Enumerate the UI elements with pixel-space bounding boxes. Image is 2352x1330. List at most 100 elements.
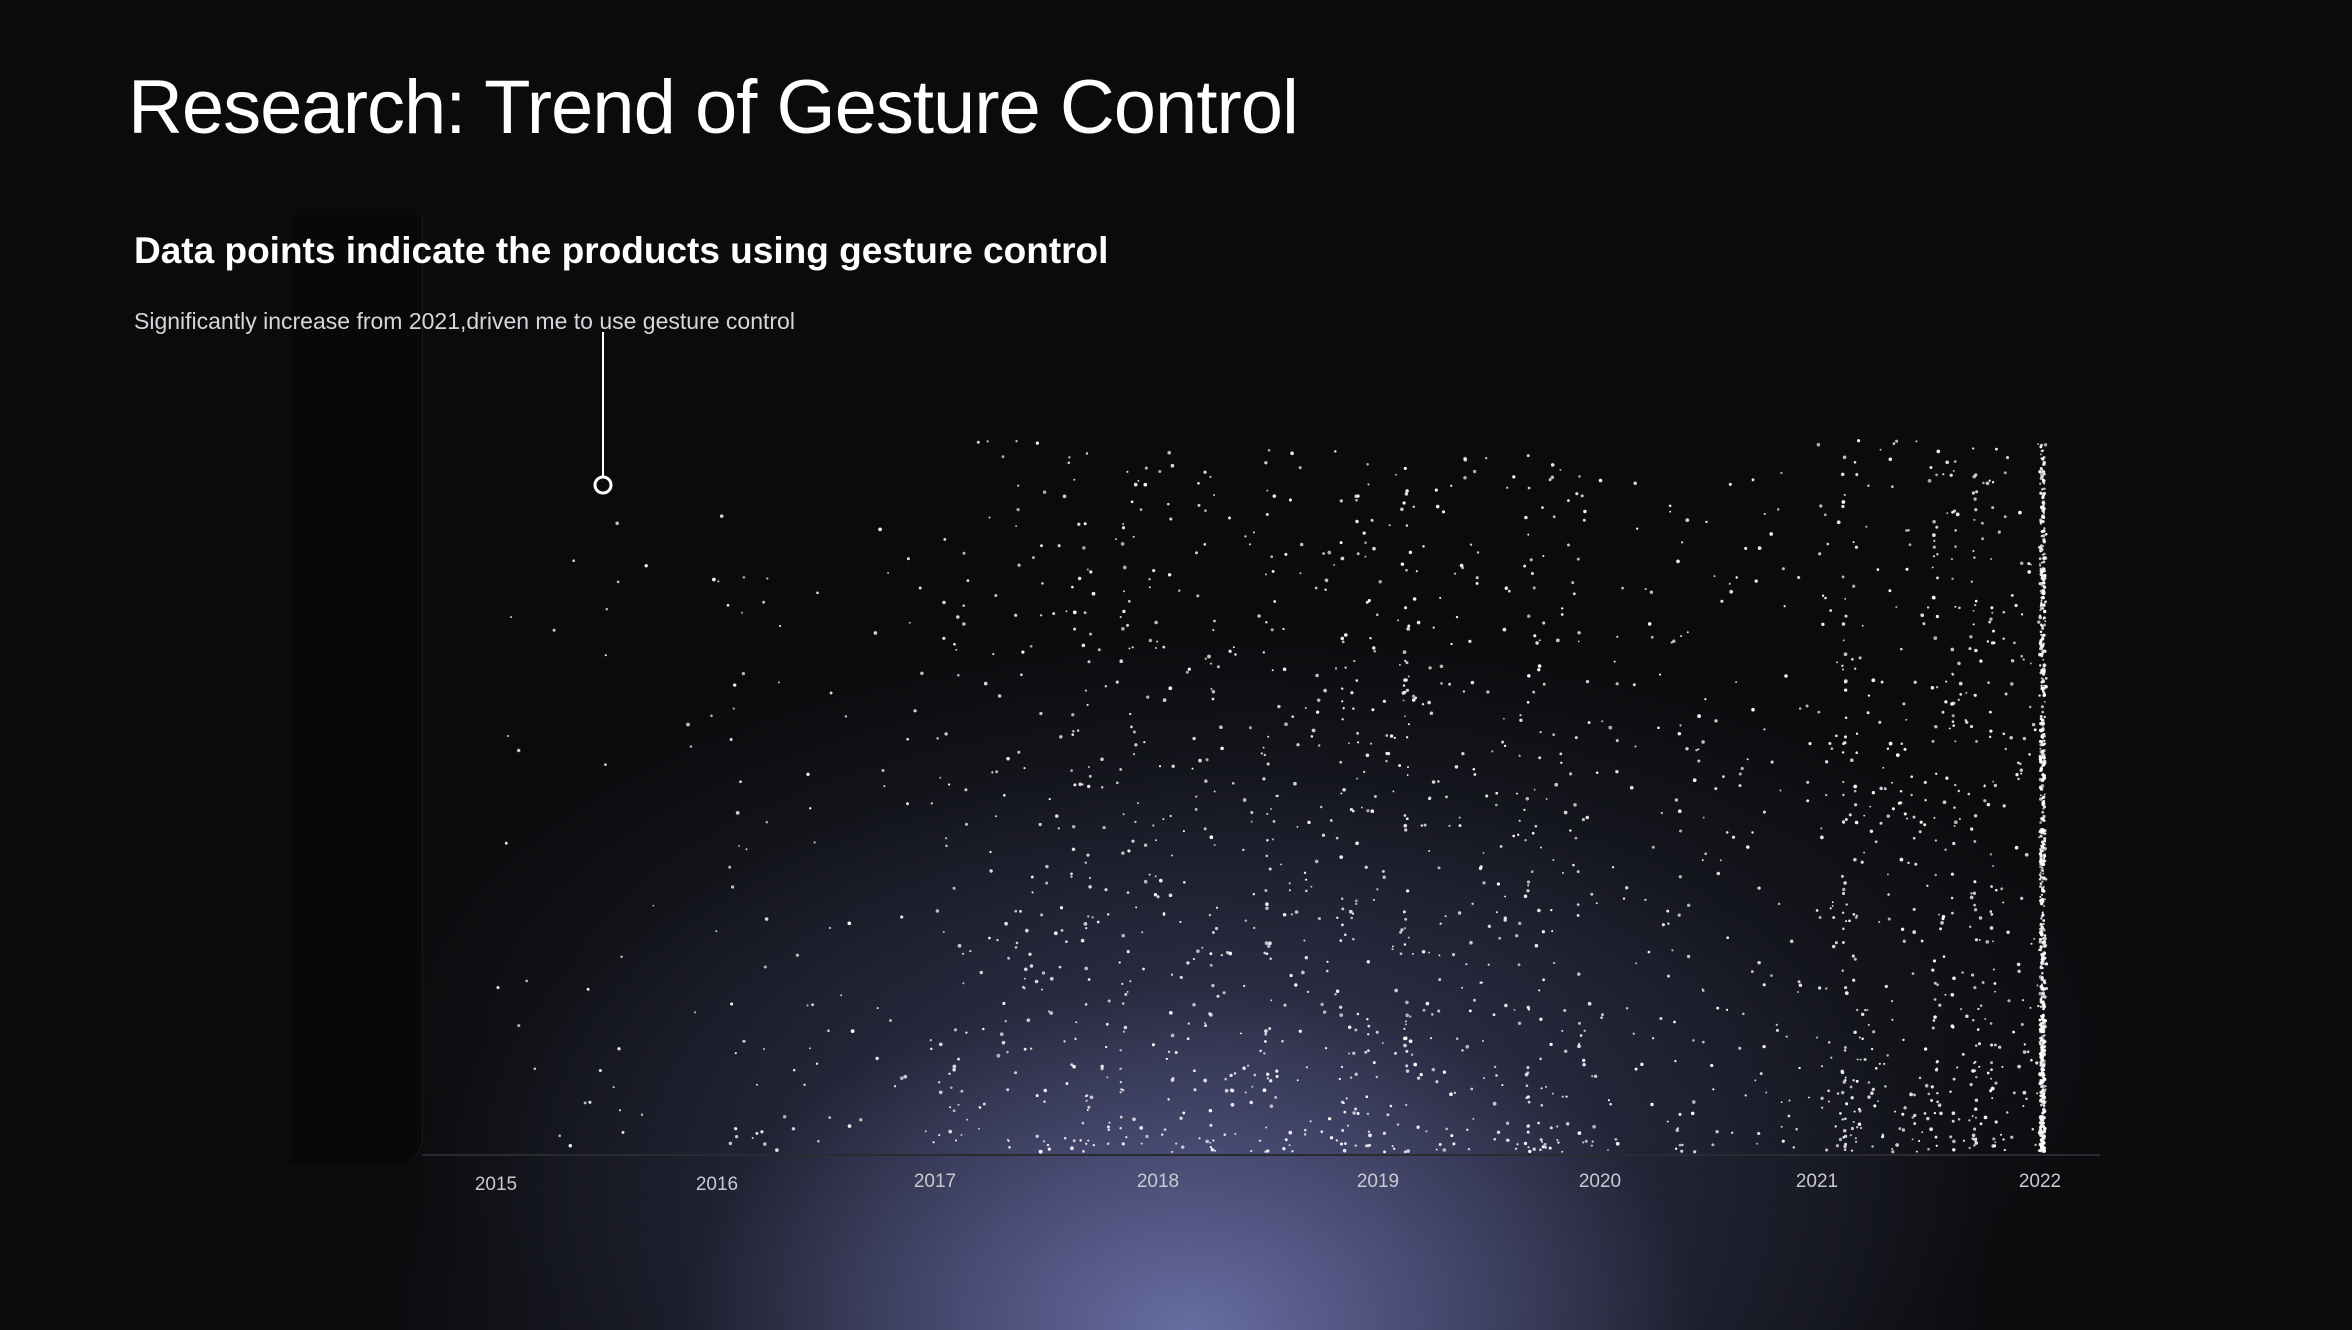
data-point-2019 xyxy=(1504,1003,1508,1008)
data-point-2018 xyxy=(1272,819,1276,823)
data-point-2017 xyxy=(1078,782,1083,787)
data-point-2021 xyxy=(1879,448,1882,451)
data-point-2018 xyxy=(1355,498,1358,502)
data-point-2021 xyxy=(1842,781,1845,783)
data-point-2022 xyxy=(2041,1100,2045,1104)
data-point-2020 xyxy=(1705,520,1708,524)
data-point-2016 xyxy=(756,1083,758,1086)
data-point-2021 xyxy=(1834,941,1838,945)
data-point-2018 xyxy=(1369,636,1372,640)
data-point-2021 xyxy=(2016,761,2020,765)
data-point-2022 xyxy=(2043,837,2047,841)
data-point-2022 xyxy=(2042,872,2045,875)
data-point-2016 xyxy=(828,926,832,930)
data-point-2022 xyxy=(2043,1019,2048,1023)
data-point-2019 xyxy=(1469,940,1473,945)
data-point-2019 xyxy=(1561,871,1564,874)
data-point-2021 xyxy=(1891,1000,1894,1003)
data-point-2021 xyxy=(2007,999,2011,1003)
data-point-2019 xyxy=(1534,824,1538,828)
data-point-2018 xyxy=(1179,1116,1183,1120)
data-point-2020 xyxy=(1780,1101,1783,1104)
left-panel xyxy=(290,215,423,1165)
data-point-2019 xyxy=(1453,1091,1456,1094)
data-point-2019 xyxy=(1582,1141,1585,1144)
data-point-2016 xyxy=(813,841,816,844)
data-point-2019 xyxy=(1540,1087,1543,1090)
data-point-2019 xyxy=(1595,771,1599,775)
data-point-2021 xyxy=(1985,481,1990,486)
data-point-2018 xyxy=(1298,1029,1302,1033)
data-point-2020 xyxy=(1697,714,1701,718)
data-point-2017 xyxy=(952,1109,956,1113)
data-point-2017 xyxy=(1121,1142,1125,1146)
data-point-2019 xyxy=(1577,631,1581,635)
data-point-2016 xyxy=(791,1127,796,1131)
data-point-2021 xyxy=(1957,661,1961,666)
data-point-2017 xyxy=(1041,582,1044,585)
data-point-2018 xyxy=(1350,916,1353,920)
data-point-2019 xyxy=(1405,568,1408,572)
data-point-2018 xyxy=(1356,731,1360,735)
data-point-2021 xyxy=(1835,1144,1839,1148)
data-point-2017 xyxy=(1039,711,1043,716)
data-point-2020 xyxy=(1678,1112,1682,1116)
data-point-2021 xyxy=(1905,529,1908,532)
data-point-2022 xyxy=(2043,904,2046,908)
data-point-2020 xyxy=(1789,939,1794,944)
data-point-2017 xyxy=(1031,891,1034,894)
data-point-2022 xyxy=(2043,487,2046,491)
data-point-2019 xyxy=(1545,1085,1547,1088)
data-point-2019 xyxy=(1391,948,1394,951)
data-point-2018 xyxy=(1320,1130,1324,1134)
data-point-2017 xyxy=(1082,546,1086,550)
data-point-2018 xyxy=(1186,1037,1190,1041)
data-point-2021 xyxy=(2019,768,2023,772)
data-point-2018 xyxy=(1163,1128,1167,1131)
data-point-2021 xyxy=(1930,466,1933,469)
data-point-2021 xyxy=(1957,1117,1961,1121)
data-point-2018 xyxy=(1341,700,1344,703)
data-point-2018 xyxy=(1195,551,1198,555)
data-point-2018 xyxy=(1204,1024,1207,1027)
data-point-2021 xyxy=(1944,700,1948,704)
data-point-2019 xyxy=(1545,797,1548,800)
data-point-2017 xyxy=(955,1139,957,1142)
data-point-2022 xyxy=(2039,875,2043,879)
data-point-2017 xyxy=(962,622,966,626)
data-point-2019 xyxy=(1524,839,1527,842)
data-point-2018 xyxy=(1371,708,1375,712)
data-point-2020 xyxy=(1607,1099,1610,1102)
data-point-2021 xyxy=(1934,1068,1939,1072)
data-point-2020 xyxy=(1640,1062,1644,1067)
data-point-2020 xyxy=(1621,586,1624,590)
data-point-2017 xyxy=(1106,1142,1110,1145)
data-point-2017 xyxy=(1134,743,1138,747)
data-point-2021 xyxy=(1974,1098,1979,1102)
data-point-2019 xyxy=(1413,1062,1418,1067)
data-point-2017 xyxy=(938,1133,941,1137)
data-point-2022 xyxy=(2042,805,2047,809)
data-point-2019 xyxy=(1381,869,1385,873)
data-point-2018 xyxy=(1266,762,1270,766)
data-point-2017 xyxy=(1004,1019,1007,1023)
data-point-2018 xyxy=(1350,691,1354,695)
data-point-2020 xyxy=(1781,1139,1785,1143)
data-point-2022 xyxy=(2038,991,2043,996)
data-point-2018 xyxy=(1296,825,1299,828)
data-point-2018 xyxy=(1355,519,1359,524)
data-point-2021 xyxy=(1989,617,1993,621)
data-point-2019 xyxy=(1400,507,1404,512)
data-point-2021 xyxy=(2000,887,2004,891)
data-point-2019 xyxy=(1416,1076,1421,1080)
data-point-2018 xyxy=(1249,1100,1253,1105)
data-point-2018 xyxy=(1347,1025,1352,1030)
data-point-2020 xyxy=(1697,759,1701,763)
data-point-2021 xyxy=(2022,1090,2027,1095)
data-point-2017 xyxy=(1029,645,1033,648)
data-point-2018 xyxy=(1216,994,1220,998)
data-point-2016 xyxy=(811,1003,815,1007)
data-point-2019 xyxy=(1527,1100,1531,1104)
data-point-2019 xyxy=(1512,834,1516,838)
data-point-2018 xyxy=(1195,795,1198,798)
